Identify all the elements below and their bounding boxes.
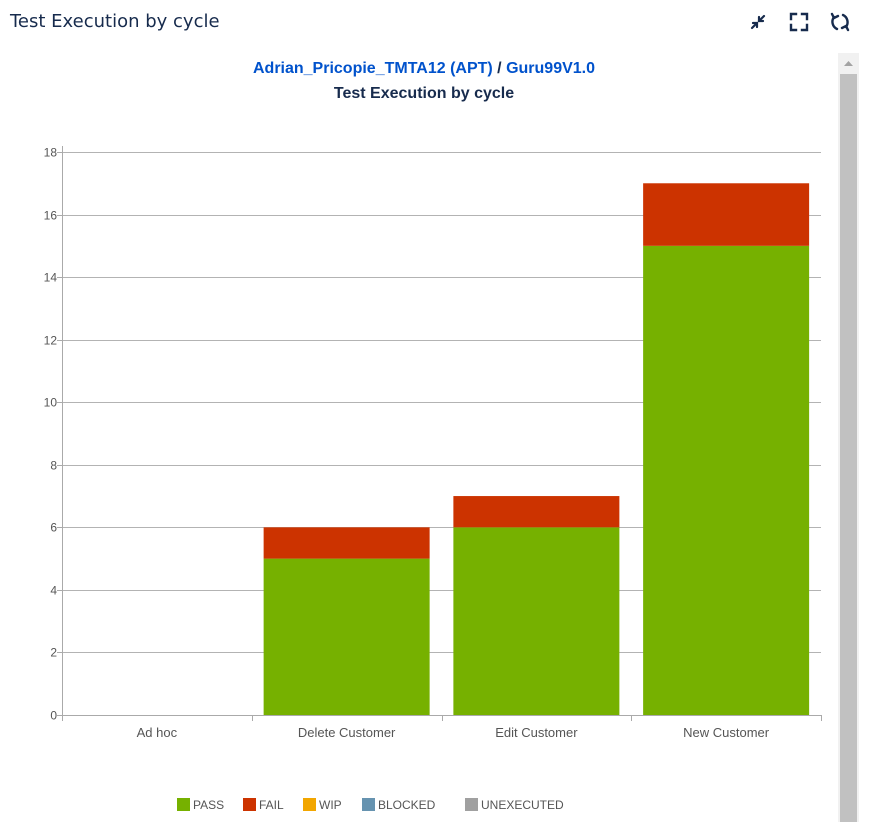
scroll-up-button[interactable] — [838, 53, 859, 73]
bar-fail[interactable] — [453, 496, 620, 528]
y-tick-label: 0 — [50, 709, 57, 723]
vertical-scrollbar[interactable] — [838, 53, 859, 822]
legend-label: FAIL — [259, 798, 284, 812]
legend-item-pass[interactable]: PASS — [177, 798, 224, 812]
bar-pass[interactable] — [453, 527, 620, 715]
bar-pass[interactable] — [643, 245, 810, 716]
x-tick-label: Edit Customer — [495, 725, 578, 740]
y-tick-label: 8 — [50, 459, 57, 473]
legend-label: PASS — [193, 798, 224, 812]
legend-swatch — [243, 798, 256, 811]
legend-swatch — [362, 798, 375, 811]
scroll-up-arrow-icon — [844, 61, 853, 66]
y-tick-label: 12 — [44, 334, 58, 348]
chart: Adrian_Pricopie_TMTA12 (APT) / Guru99V1.… — [44, 60, 822, 812]
version-link[interactable]: Guru99V1.0 — [506, 60, 595, 77]
x-tick-label: Delete Customer — [298, 725, 396, 740]
gadget-header: Test Execution by cycle — [0, 0, 881, 46]
y-tick-label: 18 — [44, 146, 58, 160]
project-link[interactable]: Adrian_Pricopie_TMTA12 (APT) — [253, 60, 493, 77]
legend-label: WIP — [319, 798, 342, 812]
refresh-icon — [830, 12, 850, 32]
y-tick-label: 6 — [50, 521, 57, 535]
bar-fail[interactable] — [643, 183, 810, 246]
minimize-icon — [750, 14, 766, 30]
legend-item-unexecuted[interactable]: UNEXECUTED — [465, 798, 564, 812]
chart-subtitle: Adrian_Pricopie_TMTA12 (APT) / Guru99V1.… — [253, 60, 595, 77]
bar-fail[interactable] — [263, 527, 430, 559]
legend-label: UNEXECUTED — [481, 798, 564, 812]
gadget-title: Test Execution by cycle — [10, 11, 220, 32]
minimize-button[interactable] — [744, 8, 772, 36]
legend-item-blocked[interactable]: BLOCKED — [362, 798, 436, 812]
subtitle-separator: / — [493, 60, 506, 77]
x-tick-label: New Customer — [683, 725, 770, 740]
y-tick-label: 16 — [44, 209, 58, 223]
y-tick-label: 14 — [44, 271, 58, 285]
header-actions — [744, 8, 856, 36]
legend-item-fail[interactable]: FAIL — [243, 798, 284, 812]
legend-item-wip[interactable]: WIP — [303, 798, 342, 812]
legend-label: BLOCKED — [378, 798, 436, 812]
legend-swatch — [465, 798, 478, 811]
legend-swatch — [303, 798, 316, 811]
legend-swatch — [177, 798, 190, 811]
chart-area: Adrian_Pricopie_TMTA12 (APT) / Guru99V1.… — [0, 46, 836, 822]
fullscreen-icon — [789, 12, 809, 32]
y-tick-label: 4 — [50, 584, 57, 598]
y-tick-label: 10 — [44, 396, 58, 410]
y-tick-label: 2 — [50, 646, 57, 660]
fullscreen-button[interactable] — [785, 8, 813, 36]
scroll-thumb[interactable] — [840, 74, 857, 822]
chart-title: Test Execution by cycle — [334, 85, 514, 102]
bar-pass[interactable] — [263, 558, 430, 715]
refresh-button[interactable] — [826, 8, 854, 36]
x-tick-label: Ad hoc — [137, 725, 178, 740]
